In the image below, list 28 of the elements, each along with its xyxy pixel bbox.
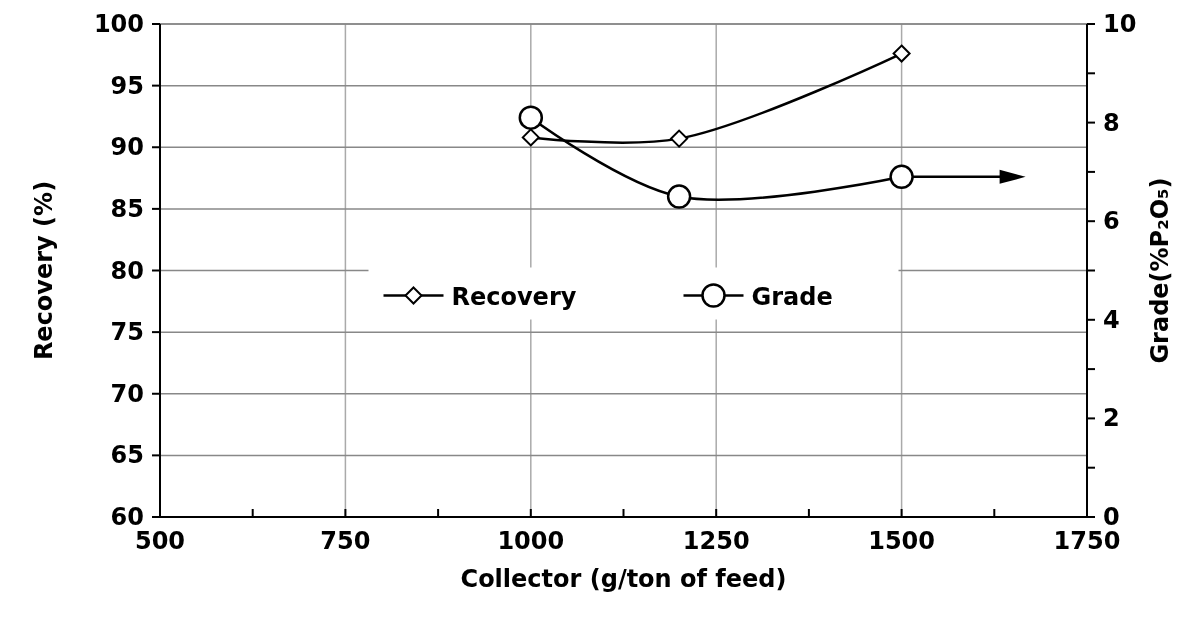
y-tick-label: 90 [110, 133, 144, 162]
x-tick-label: 750 [320, 527, 371, 555]
x-tick-label: 1250 [682, 527, 750, 555]
x-tick-label: 1500 [868, 527, 935, 555]
y-tick-label: 85 [110, 194, 144, 223]
y-tick-label: 70 [110, 379, 144, 408]
y-tick-label: 95 [110, 71, 144, 100]
y2-tick-label: 4 [1103, 305, 1120, 334]
point [889, 164, 914, 190]
x-axis-title: Collector (g/ton of feed) [460, 565, 787, 593]
y-tick-label: 80 [110, 256, 144, 285]
y-tick-label: 65 [110, 441, 144, 470]
y2-tick-label: 2 [1103, 404, 1120, 433]
legend-label: Grade [751, 282, 833, 311]
y-axis-title: Recovery (%) [30, 180, 58, 361]
y2-tick-label: 10 [1103, 10, 1137, 38]
point [518, 105, 544, 130]
point [521, 128, 540, 147]
y2-tick-label: 8 [1103, 108, 1120, 137]
y-tick-label: 100 [93, 10, 144, 38]
y-tick-label: 75 [110, 318, 144, 347]
y2-axis-title: Grade(%P₂O₅) [1146, 177, 1174, 364]
point [670, 129, 689, 148]
y2-tick-label: 6 [1103, 207, 1120, 236]
point [666, 184, 692, 209]
legend-label: Recovery [451, 282, 577, 311]
point [892, 44, 911, 63]
x-tick-label: 1000 [497, 527, 565, 555]
